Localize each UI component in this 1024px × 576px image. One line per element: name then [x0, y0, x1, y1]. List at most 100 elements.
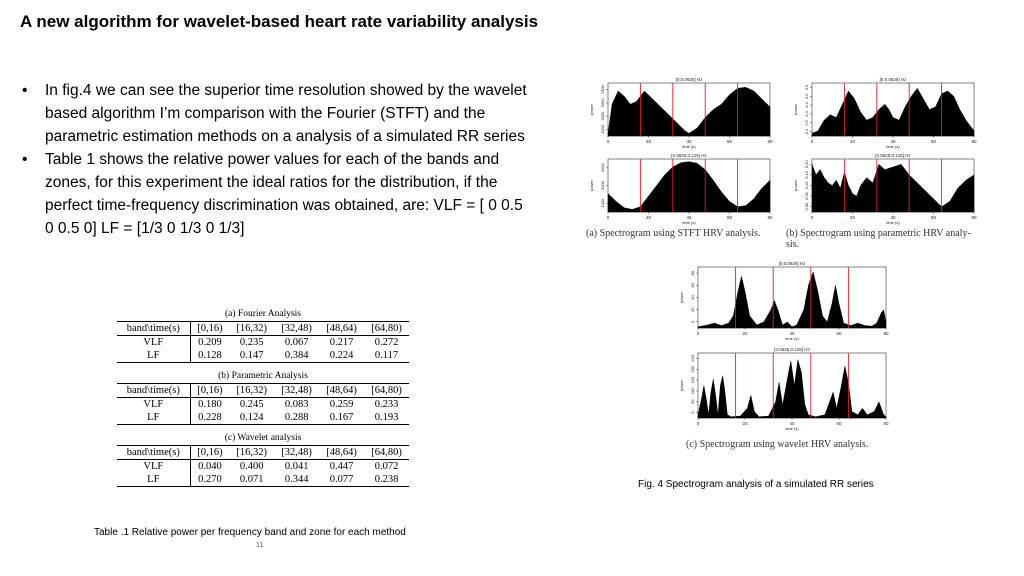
table-cell: LF [117, 411, 191, 425]
spectrogram-stft-lf: [0.0625,0.125] Hz 0 20 40 60 80 1000 3000 5000 ti… [586, 150, 776, 228]
subcaption-wavelet: (c) Spectrogram using wavelet HRV analys… [686, 439, 869, 450]
y-tick-label: 50 [690, 399, 695, 404]
plot-frame [697, 266, 887, 329]
x-tick-label: 0 [607, 139, 610, 144]
table-cell: 0.288 [274, 411, 320, 425]
spectrogram-parametric-vlf: [0,0.0625] Hz 0 20 40 60 80 0.1 0.2 0.3 0.4 0.5 0.6… [790, 74, 980, 152]
table-cell: 0.041 [284, 461, 309, 472]
table-cell: 0.272 [374, 337, 399, 348]
y-axis-label: power [589, 103, 594, 115]
y-axis-label: power [679, 379, 684, 391]
panel-band-label: [0,0.0625] Hz [779, 261, 807, 266]
y-tick-label: 7000 [600, 84, 605, 94]
x-tick-label: 40 [890, 139, 896, 144]
spectrogram-wavelet-lf: [0.0625,0.125] Hz 0 20 40 60 80 0 50 100 150 200 25… [676, 344, 892, 434]
y-tick-label: 1000 [600, 124, 605, 134]
x-tick-label: 20 [742, 331, 748, 336]
figure-caption: Fig. 4 Spectrogram analysis of a simulat… [638, 479, 874, 490]
page-number: 11 [256, 542, 264, 549]
table-row: LF 0.270 0.071 0.344 0.077 0.238 [117, 473, 409, 487]
y-tick-label: 150 [690, 376, 695, 383]
spectrogram-area [811, 163, 975, 213]
table-cell: 0.400 [239, 461, 264, 472]
y-tick-label: 100 [690, 387, 695, 394]
table-cell: 0.209 [198, 337, 222, 348]
panel-band-label: [0.0625,0.125] Hz [774, 347, 810, 352]
x-axis-label: time (s) [785, 426, 799, 431]
y-tick-label: 0.1 [804, 128, 809, 134]
bullet-dot: • [22, 82, 28, 99]
column-header: [64,80) [364, 445, 409, 460]
y-tick-label: 250 [690, 354, 695, 361]
table-cell: 0.167 [319, 411, 365, 425]
column-header: [32,48) [274, 445, 320, 460]
y-tick-label: 0.10 [804, 181, 809, 190]
bullet-dot: • [22, 151, 28, 168]
spectrogram-area [697, 271, 887, 329]
column-header: [48,64) [319, 383, 365, 398]
spectrogram-area [607, 87, 771, 137]
spectrogram-area [697, 359, 887, 419]
table-cell: 0.217 [329, 337, 354, 348]
column-header: [64,80) [364, 321, 409, 336]
table-cell: 0.147 [229, 349, 275, 363]
table-cell: 0.224 [319, 349, 365, 363]
bullet-text: Table 1 shows the relative power values … [45, 151, 523, 237]
table-cell: 0.124 [229, 411, 275, 425]
x-axis-label: time (s) [682, 144, 696, 149]
relative-power-table: band\time(s) [0,16) [16,32) [32,48) [48,64)[… [117, 321, 409, 363]
spectrogram-stft-vlf: [0,0.0625] Hz 0 20 40 60 80 1000 3000 5000 7000 ti… [586, 74, 776, 152]
table-row: VLF 0.209 0.235 0.067 0.217 0.272 [117, 335, 409, 349]
column-header: [0,16) [190, 321, 230, 336]
table-cell: LF [117, 473, 191, 487]
table-caption: Table .1 Relative power per frequency ba… [94, 527, 406, 538]
y-axis-label: power [589, 179, 594, 191]
x-tick-label: 80 [971, 139, 977, 144]
y-tick-label: 0.3 [804, 110, 809, 116]
x-axis-label: time (s) [682, 220, 696, 225]
table-cell: 0.270 [190, 473, 230, 487]
y-tick-label: 0.20 [804, 160, 809, 169]
bullet-item: • Table 1 shows the relative power value… [22, 148, 532, 240]
relative-power-tables: (a) Fourier Analysis band\time(s) [0,16) [1… [117, 309, 409, 495]
column-header: band\time(s) [117, 321, 191, 336]
y-tick-label: 0.05 [804, 191, 809, 200]
table-cell: 0.117 [364, 349, 409, 363]
x-tick-label: 20 [850, 139, 856, 144]
column-header: [32,48) [274, 321, 320, 336]
y-tick-label: 40 [690, 295, 695, 300]
table-cell: 0.447 [329, 461, 354, 472]
relative-power-table: band\time(s) [0,16) [16,32) [32,48) [48,64)[… [117, 383, 409, 425]
bullet-item: • In fig.4 we can see the superior time … [22, 79, 532, 148]
y-tick-label: 0.6 [804, 84, 809, 90]
table-cell: 0.238 [364, 473, 409, 487]
x-tick-label: 40 [890, 215, 896, 220]
x-tick-label: 0 [811, 215, 814, 220]
y-tick-label: 1000 [600, 198, 605, 208]
y-tick-label: 20 [690, 307, 695, 312]
table-cell: VLF [117, 335, 191, 349]
spectrogram-wavelet-vlf: [0,0.0625] Hz 0 20 40 60 80 0 20 40 60 80 time (s) p… [676, 258, 892, 344]
table-cell: 0.259 [329, 399, 354, 410]
bullet-text: In fig.4 we can see the superior time re… [45, 82, 527, 145]
column-header: band\time(s) [117, 445, 191, 460]
column-header: [48,64) [319, 321, 365, 336]
x-tick-label: 0 [697, 421, 700, 426]
x-tick-label: 40 [789, 421, 795, 426]
y-tick-label: 0.4 [804, 102, 809, 108]
table-subcaption: (a) Fourier Analysis [225, 309, 301, 319]
table-cell: 0.040 [198, 461, 222, 472]
x-tick-label: 80 [971, 215, 977, 220]
x-tick-label: 80 [883, 331, 889, 336]
table-cell: VLF [117, 397, 191, 411]
x-tick-label: 40 [789, 331, 795, 336]
table-cell: 0.083 [284, 399, 309, 410]
table-cell: 0.228 [190, 411, 230, 425]
relative-power-table: band\time(s) [0,16) [16,32) [32,48) [48,64)[… [117, 445, 409, 487]
spectrogram-area [607, 161, 771, 213]
y-tick-label: 3000 [600, 180, 605, 190]
panel-band-label: [0.0625,0.125] Hz [875, 153, 911, 158]
y-tick-label: 5000 [600, 98, 605, 108]
table-cell: 0.077 [319, 473, 365, 487]
table-cell: 0.067 [284, 337, 309, 348]
